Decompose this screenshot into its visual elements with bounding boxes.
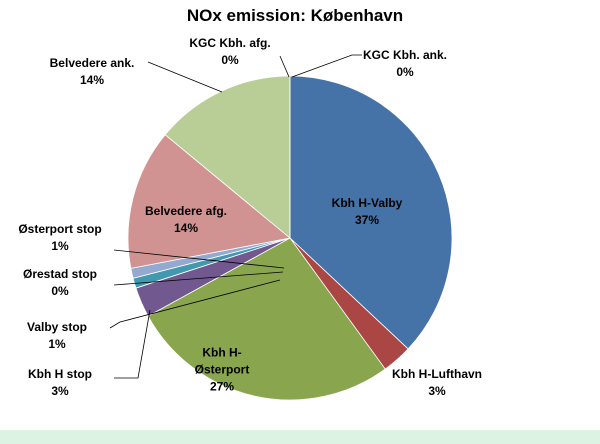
slice-label: Kbh H-Valby 37%	[332, 195, 403, 229]
slice-label: Østerport stop 1%	[18, 221, 101, 255]
leader-line	[147, 61, 223, 93]
value-label: 27%	[209, 379, 235, 394]
leader-line	[113, 271, 284, 286]
category-name: Ørestad stop	[22, 267, 98, 281]
value-label: 1%	[48, 337, 66, 351]
slice-label: Valby stop 1%	[27, 319, 87, 353]
leader-line	[113, 249, 285, 269]
footer-strip	[0, 430, 600, 444]
value-label: 14%	[79, 73, 105, 87]
slice-label: Belvedere afg. 14%	[145, 203, 227, 237]
leader-line	[109, 279, 281, 329]
value-label: 0%	[51, 284, 69, 298]
category-name: KGC Kbh. ank.	[362, 48, 448, 62]
category-name: KGC Kbh. afg.	[189, 36, 271, 50]
value-label: 1%	[51, 239, 69, 253]
category-name: Kbh H stop	[28, 367, 92, 381]
slice-label: Kbh H stop 3%	[28, 366, 92, 400]
leader-line	[114, 309, 151, 379]
slice-label: Belvedere ank. 14%	[50, 55, 135, 89]
value-label: 3%	[428, 384, 446, 398]
category-name: Kbh H-Lufthavn	[392, 367, 482, 381]
value-label: 14%	[173, 221, 199, 235]
category-name: Kbh H-Østerport	[194, 345, 250, 377]
category-name: Østerport stop	[18, 222, 102, 236]
leader-line	[279, 55, 290, 78]
value-label: 0%	[221, 53, 239, 67]
slice-label: Ørestad stop 0%	[23, 266, 97, 300]
slice-label: Kbh H-Østerport 27%	[187, 345, 257, 396]
category-name: Kbh H-Valby	[331, 196, 403, 210]
category-name: Valby stop	[26, 320, 88, 334]
pie-area	[109, 54, 453, 401]
slice-label: KGC Kbh. ank. 0%	[363, 47, 447, 81]
slice-label: Kbh H-Lufthavn 3%	[392, 366, 482, 400]
slice-label: KGC Kbh. afg. 0%	[189, 35, 270, 69]
value-label: 37%	[354, 213, 380, 227]
chart-title: NOx emission: København	[186, 6, 404, 25]
leader-line	[291, 54, 362, 78]
category-name: Belvedere afg.	[144, 204, 228, 218]
value-label: 3%	[51, 384, 69, 398]
pie-slice	[127, 134, 291, 269]
pie-slice	[289, 75, 453, 350]
category-name: Belvedere ank.	[49, 56, 135, 70]
pie-slice	[147, 237, 386, 401]
value-label: 0%	[396, 65, 414, 79]
